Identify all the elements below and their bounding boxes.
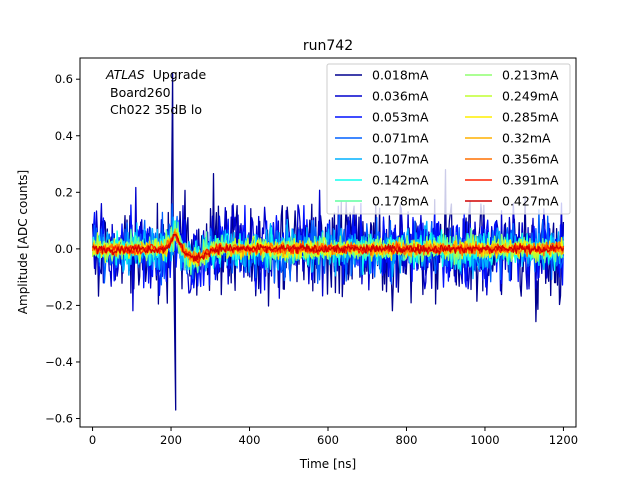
x-axis-label: Time [ns] (299, 457, 356, 471)
legend-label: 0.249mA (502, 89, 559, 104)
y-axis-label: Amplitude [ADC counts] (16, 170, 30, 314)
legend-label: 0.036mA (372, 89, 429, 104)
legend-label: 0.018mA (372, 68, 429, 83)
legend-label: 0.32mA (502, 131, 551, 146)
x-tick-label: 0 (89, 433, 96, 447)
legend-label: 0.178mA (372, 194, 429, 209)
legend-label: 0.356mA (502, 152, 559, 167)
legend-frame (326, 63, 571, 215)
legend-label: 0.107mA (372, 152, 429, 167)
y-tick-label: 0.4 (55, 129, 73, 143)
legend-label: 0.053mA (372, 110, 429, 125)
x-tick-label: 400 (239, 433, 261, 447)
atlas-label: ATLAS (105, 67, 145, 82)
x-tick-label: 800 (396, 433, 418, 447)
series-layer (91, 72, 565, 411)
chart-title: run742 (303, 38, 353, 54)
x-axis: 0 200 400 600 800 1000 1200 (89, 427, 578, 447)
legend-label: 0.142mA (372, 173, 429, 188)
legend-label: 0.213mA (502, 68, 559, 83)
upgrade-label: Upgrade (153, 67, 207, 82)
legend: 0.018mA 0.036mA 0.053mA 0.071mA 0.107mA 0.142… (326, 63, 571, 215)
y-tick-label: 0.0 (55, 242, 73, 256)
y-tick-label: 0.2 (55, 185, 73, 199)
y-axis: −0.6 −0.4 −0.2 0.0 0.2 0.4 0.6 (45, 72, 80, 426)
board-label: Board260 (110, 85, 171, 100)
legend-label: 0.427mA (502, 194, 559, 209)
x-tick-label: 1000 (470, 433, 499, 447)
x-tick-label: 200 (160, 433, 182, 447)
svg-text:ATLAS Upgrade: ATLAS Upgrade (105, 67, 206, 82)
x-tick-label: 600 (317, 433, 339, 447)
channel-label: Ch022 35dB lo (110, 102, 202, 117)
y-tick-label: −0.6 (45, 412, 73, 426)
atlas-annotation: ATLAS Upgrade Board260 Ch022 35dB lo (105, 67, 206, 117)
legend-label: 0.391mA (502, 173, 559, 188)
y-tick-label: −0.4 (45, 355, 73, 369)
y-tick-label: 0.6 (55, 72, 73, 86)
x-tick-label: 1200 (549, 433, 578, 447)
series-line-0.427mA (92, 234, 565, 262)
legend-label: 0.071mA (372, 131, 429, 146)
legend-label: 0.285mA (502, 110, 559, 125)
y-tick-label: −0.2 (45, 298, 73, 312)
